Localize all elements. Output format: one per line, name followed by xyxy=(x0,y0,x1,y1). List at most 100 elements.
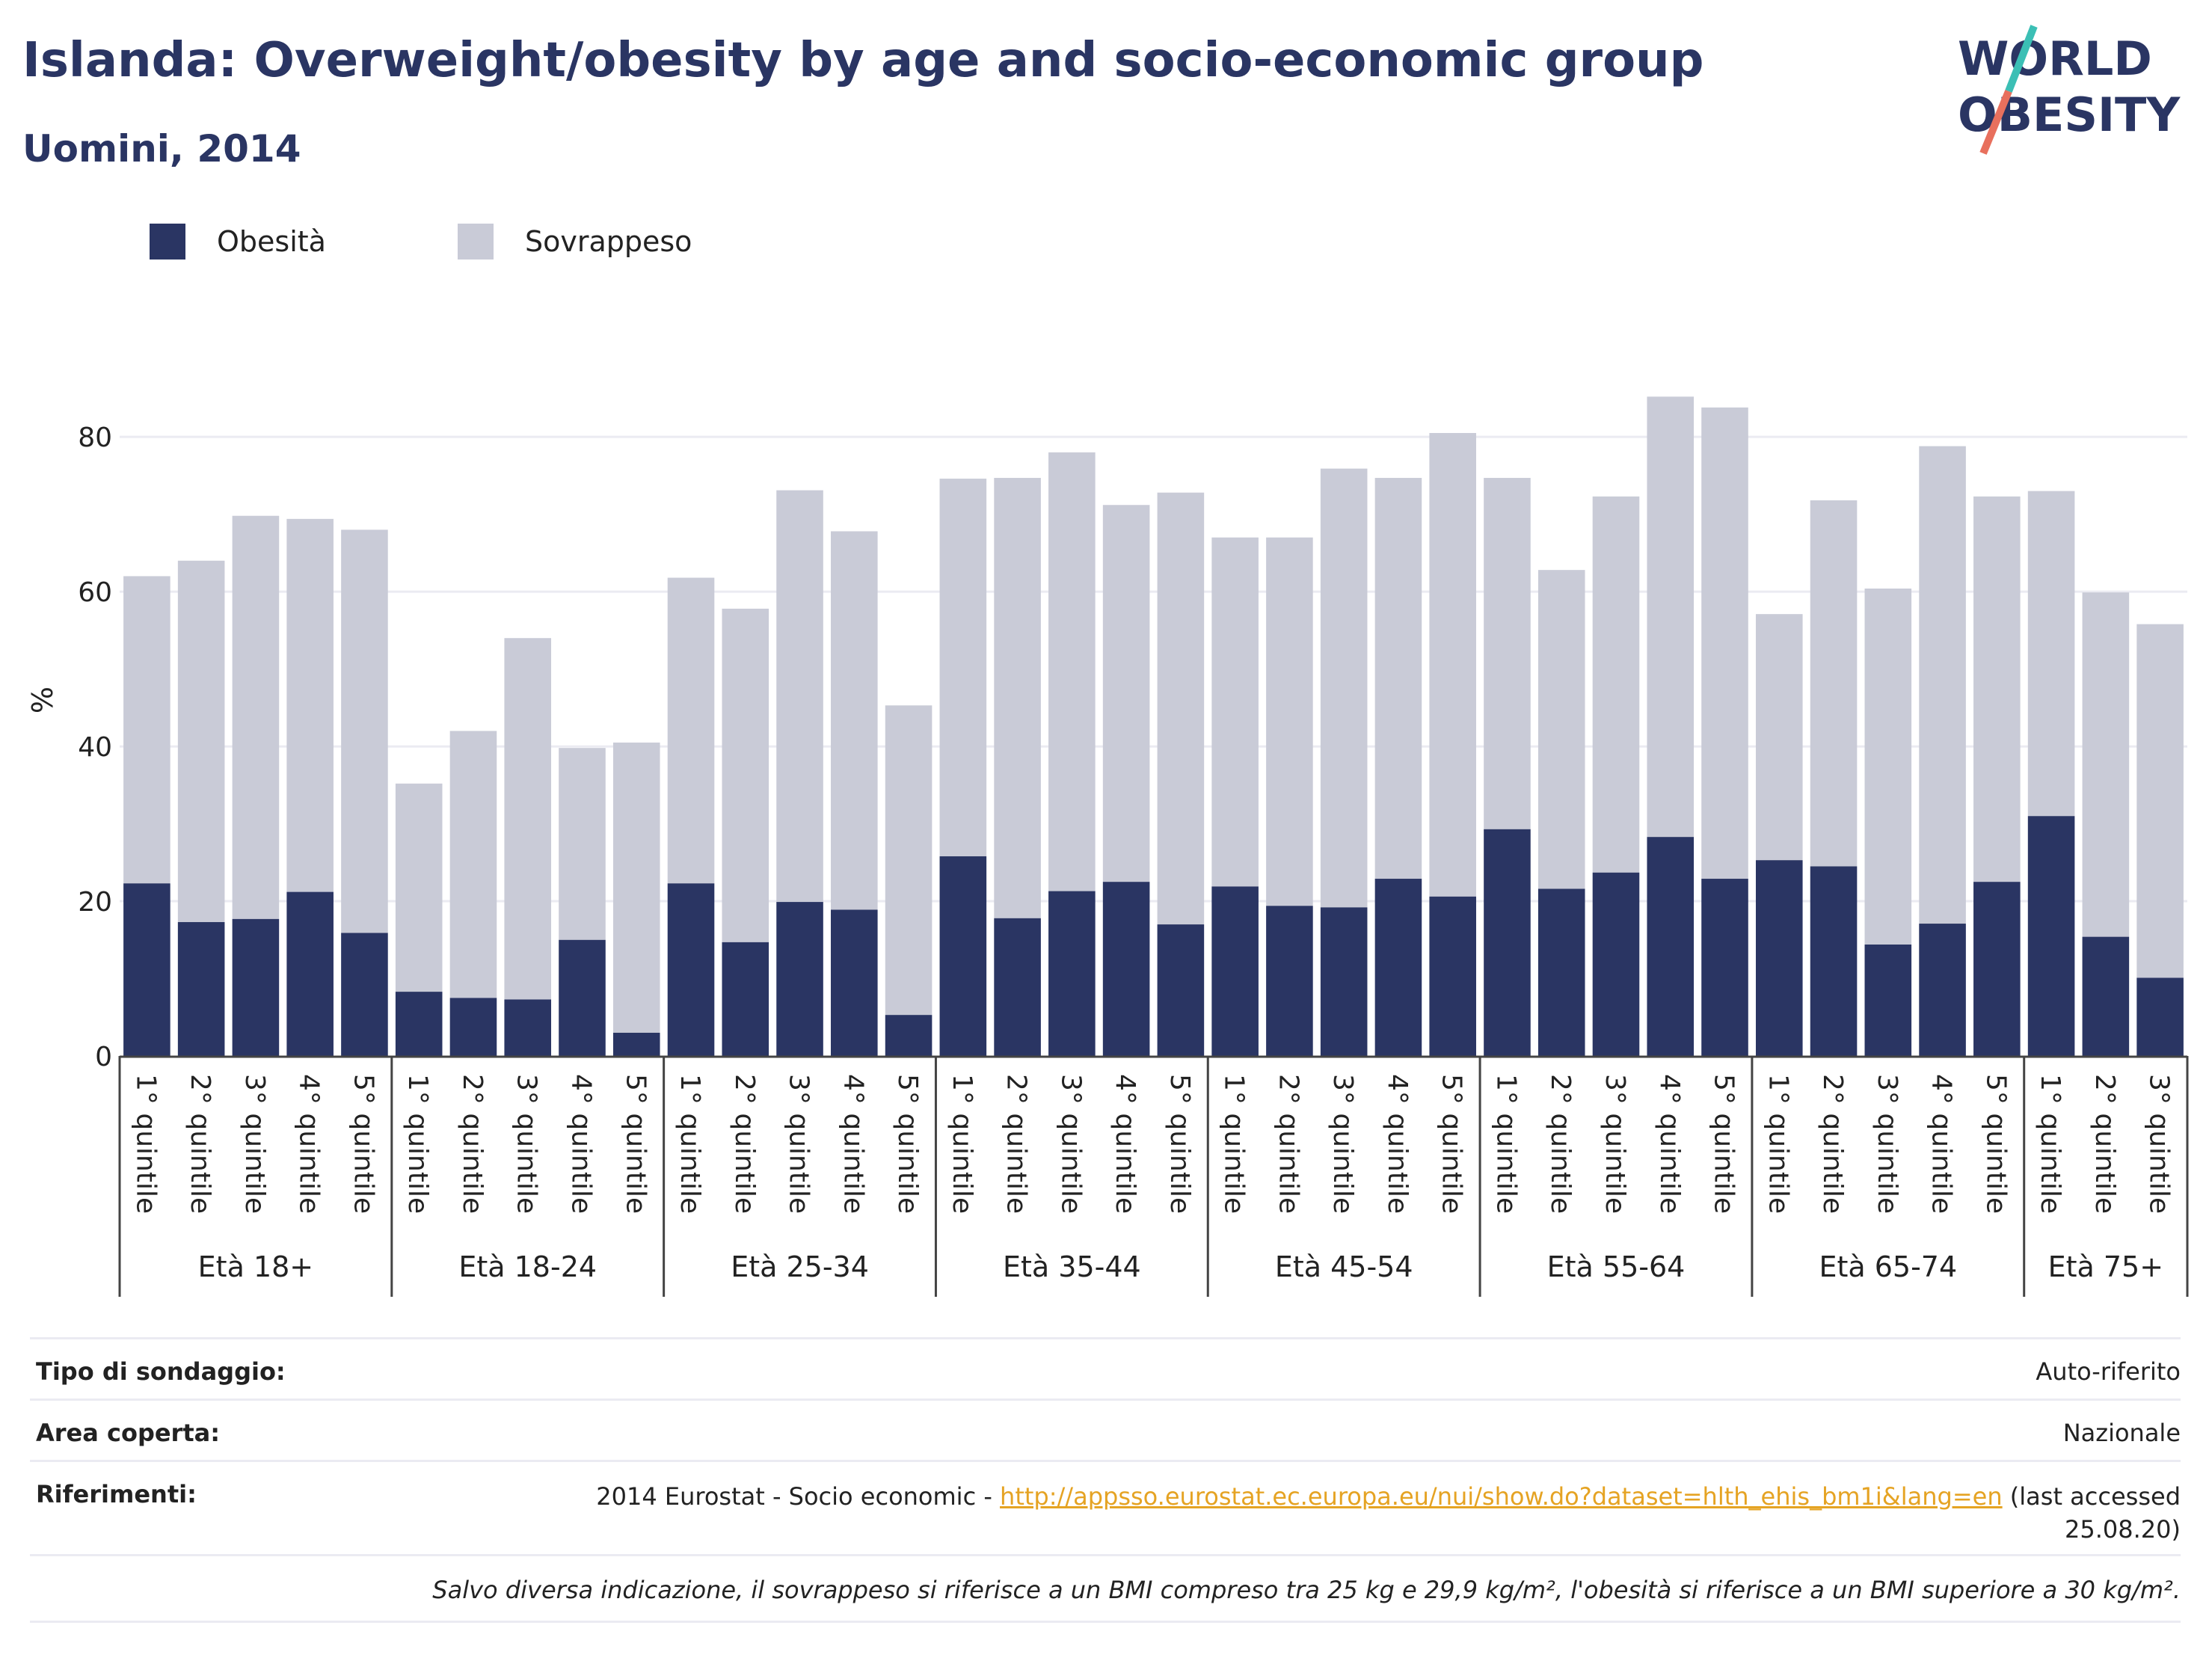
x-tick-label: 2° quintile xyxy=(1817,1074,1848,1214)
x-tick-label: 1° quintile xyxy=(402,1074,433,1214)
group-label: Età 65-74 xyxy=(1819,1250,1957,1283)
y-tick-label: 60 xyxy=(78,577,112,608)
bar-overweight xyxy=(994,478,1041,918)
bar-overweight xyxy=(1429,433,1476,897)
x-tick-label: 4° quintile xyxy=(1926,1074,1957,1214)
survey-type-value: Auto-riferito xyxy=(2036,1357,2181,1386)
bar-overweight xyxy=(449,731,497,998)
bar-obesity xyxy=(1102,882,1150,1056)
chart-title: Islanda: Overweight/obesity by age and s… xyxy=(22,33,1704,88)
bar-overweight xyxy=(395,783,443,992)
bar-overweight xyxy=(667,577,715,884)
bar-overweight xyxy=(2027,491,2075,817)
references-label: Riferimenti: xyxy=(36,1480,197,1508)
bar-obesity xyxy=(776,902,823,1056)
x-tick-label: 2° quintile xyxy=(1273,1074,1303,1214)
logo-slash-top xyxy=(2005,25,2038,93)
bar-obesity xyxy=(885,1015,933,1056)
group-label: Età 25-34 xyxy=(731,1250,869,1283)
bar-overweight xyxy=(286,518,334,892)
x-tick-label: 2° quintile xyxy=(1001,1074,1032,1214)
x-tick-label: 4° quintile xyxy=(1382,1074,1413,1214)
bar-obesity xyxy=(994,918,1041,1056)
references-suffix: (last accessed xyxy=(2002,1482,2181,1511)
x-tick-label: 5° quintile xyxy=(1164,1074,1195,1214)
bar-overweight xyxy=(1864,588,1912,945)
bar-overweight xyxy=(1320,468,1368,908)
bar-obesity xyxy=(1266,906,1313,1056)
legend-item-overweight[interactable]: Sovrappeso xyxy=(458,223,692,260)
bar-obesity xyxy=(1374,879,1422,1056)
x-tick-label: 2° quintile xyxy=(729,1074,760,1214)
x-tick-label: 3° quintile xyxy=(511,1074,542,1214)
x-tick-label: 5° quintile xyxy=(1437,1074,1467,1214)
x-tick-label: 3° quintile xyxy=(1872,1074,1902,1214)
bar-overweight xyxy=(1973,496,2021,882)
x-tick-label: 1° quintile xyxy=(1219,1074,1250,1214)
x-tick-label: 5° quintile xyxy=(348,1074,378,1214)
references-prefix: 2014 Eurostat - Socio economic - xyxy=(596,1482,1001,1511)
bar-obesity xyxy=(1320,907,1368,1056)
x-tick-label: 3° quintile xyxy=(1327,1074,1358,1214)
x-tick-label: 4° quintile xyxy=(565,1074,596,1214)
x-tick-label: 5° quintile xyxy=(1980,1074,2011,1214)
bar-overweight xyxy=(559,748,606,940)
bar-overweight xyxy=(831,531,878,910)
legend-item-obesity[interactable]: Obesità xyxy=(150,223,326,260)
bar-overweight xyxy=(1537,570,1585,889)
bar-overweight xyxy=(1048,452,1096,891)
bar-obesity xyxy=(1701,879,1748,1056)
x-tick-label: 1° quintile xyxy=(947,1074,977,1214)
bar-obesity xyxy=(449,998,497,1056)
group-label: Età 55-64 xyxy=(1547,1250,1686,1283)
bar-obesity xyxy=(612,1032,660,1056)
group-label: Età 18-24 xyxy=(458,1250,597,1283)
bar-overweight xyxy=(1919,446,1966,924)
info-row-survey-type: Tipo di sondaggio: Auto-riferito xyxy=(30,1337,2181,1398)
bar-obesity xyxy=(1429,896,1476,1056)
bar-obesity xyxy=(286,891,334,1056)
info-row-note: Salvo diversa indicazione, il sovrappeso… xyxy=(30,1554,2181,1623)
legend-swatch-obesity xyxy=(150,224,185,260)
y-tick-label: 40 xyxy=(78,732,112,763)
bar-overweight xyxy=(123,576,170,884)
bar-overweight xyxy=(1810,500,1858,867)
x-tick-label: 3° quintile xyxy=(239,1074,270,1214)
legend-label-obesity: Obesità xyxy=(217,225,326,258)
x-tick-label: 4° quintile xyxy=(1654,1074,1685,1214)
info-row-area: Area coperta: Nazionale xyxy=(30,1398,2181,1459)
bar-obesity xyxy=(2027,816,2075,1056)
x-tick-label: 2° quintile xyxy=(2089,1074,2120,1214)
bar-overweight xyxy=(776,490,823,903)
bar-obesity xyxy=(1048,891,1096,1056)
x-tick-label: 1° quintile xyxy=(2035,1074,2065,1214)
x-tick-label: 1° quintile xyxy=(130,1074,161,1214)
area-value: Nazionale xyxy=(2062,1419,2181,1447)
bar-obesity xyxy=(395,992,443,1056)
x-tick-label: 3° quintile xyxy=(1055,1074,1086,1214)
x-tick-label: 2° quintile xyxy=(457,1074,488,1214)
bar-overweight xyxy=(939,479,987,857)
bar-overweight xyxy=(2082,592,2130,937)
bar-obesity xyxy=(1919,924,1966,1056)
bar-overweight xyxy=(1102,505,1150,882)
y-tick-label: 20 xyxy=(78,887,112,918)
bar-obesity xyxy=(1647,837,1695,1056)
group-label: Età 75+ xyxy=(2048,1250,2163,1283)
bar-obesity xyxy=(232,918,280,1056)
bar-obesity xyxy=(2136,977,2184,1056)
bar-overweight xyxy=(885,705,933,1016)
area-label: Area coperta: xyxy=(36,1419,221,1447)
bar-overweight xyxy=(504,638,552,1000)
bar-overweight xyxy=(2136,624,2184,978)
bar-obesity xyxy=(1157,924,1205,1056)
x-tick-label: 4° quintile xyxy=(1110,1074,1140,1214)
x-tick-label: 2° quintile xyxy=(185,1074,215,1214)
bar-obesity xyxy=(667,883,715,1056)
references-link[interactable]: http://appsso.eurostat.ec.europa.eu/nui/… xyxy=(1000,1482,2003,1511)
x-tick-label: 1° quintile xyxy=(1763,1074,1793,1214)
bar-overweight xyxy=(341,529,388,933)
bar-obesity xyxy=(1211,886,1259,1056)
bar-obesity xyxy=(177,921,225,1056)
bar-obesity xyxy=(1484,829,1531,1056)
